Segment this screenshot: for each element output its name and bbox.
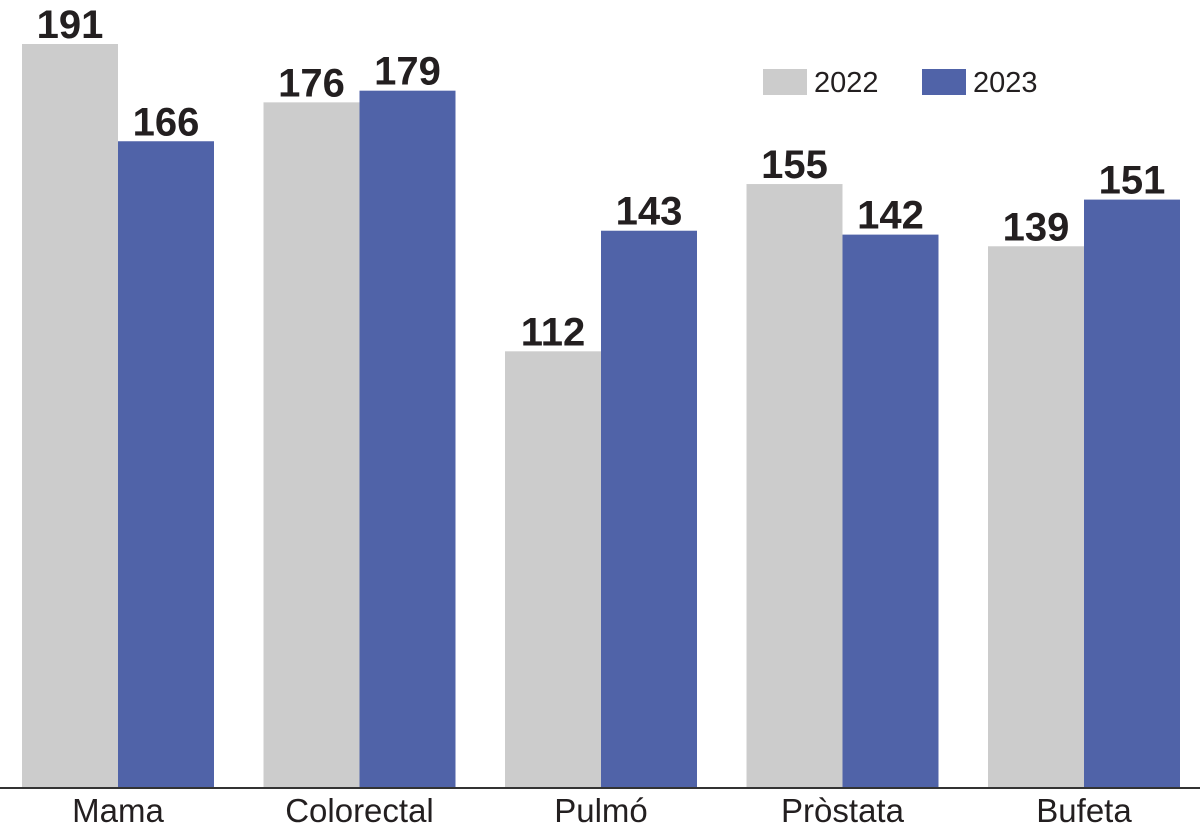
bar-mama-2023 [118,141,214,787]
x-tick-label-colorectal: Colorectal [285,792,434,829]
value-label-prostata-2023: 142 [857,194,924,238]
legend-label-2022: 2022 [814,67,879,99]
value-label-bufeta-2023: 151 [1099,159,1166,203]
x-tick-label-bufeta: Bufeta [1036,792,1132,829]
value-labels-layer: 191 166 176 179 112 143 155 142 139 151 [37,3,1166,354]
x-tick-label-pulmo: Pulmó [554,792,648,829]
bar-pulmo-2023 [601,230,697,787]
value-label-pulmo-2022: 112 [521,310,586,354]
x-axis-tick-labels: Mama Colorectal Pulmó Pròstata Bufeta [72,792,1132,829]
bar-pulmo-2022 [505,351,601,787]
value-label-mama-2022: 191 [37,3,104,47]
x-tick-label-mama: Mama [72,792,164,829]
legend-label-2023: 2023 [973,67,1038,99]
legend-swatch-2022 [763,69,807,95]
legend: 2022 2023 [763,67,1038,99]
bar-colorectal-2022 [263,102,360,788]
value-label-colorectal-2022: 176 [278,61,345,105]
bar-bufeta-2022 [988,246,1084,788]
bar-prostata-2022 [746,184,843,788]
bar-bufeta-2023 [1084,199,1180,787]
value-label-bufeta-2022: 139 [1003,205,1070,249]
legend-swatch-2023 [922,69,966,95]
bar-mama-2022 [22,44,118,787]
bars-layer [22,44,1180,788]
value-label-prostata-2022: 155 [761,143,828,187]
value-label-pulmo-2023: 143 [616,190,683,234]
bar-colorectal-2023 [359,90,456,788]
bar-prostata-2023 [842,234,939,788]
value-label-colorectal-2023: 179 [374,50,441,94]
x-tick-label-prostata: Pròstata [781,792,905,829]
value-label-mama-2023: 166 [133,100,200,144]
